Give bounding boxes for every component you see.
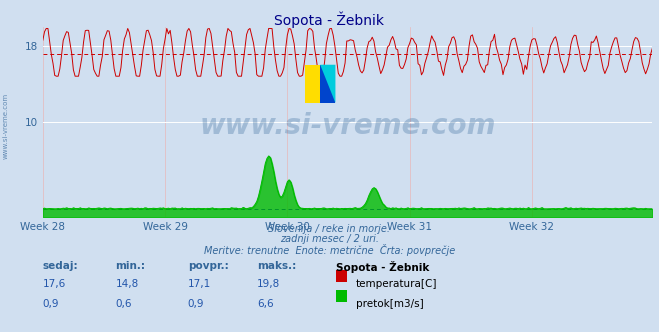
Text: zadnji mesec / 2 uri.: zadnji mesec / 2 uri. <box>280 234 379 244</box>
Text: maks.:: maks.: <box>257 261 297 271</box>
Text: 0,9: 0,9 <box>43 299 59 309</box>
Text: temperatura[C]: temperatura[C] <box>356 279 438 289</box>
Text: Sopota - Žebnik: Sopota - Žebnik <box>275 12 384 28</box>
Polygon shape <box>320 65 335 103</box>
Text: 0,9: 0,9 <box>188 299 204 309</box>
Text: 17,1: 17,1 <box>188 279 211 289</box>
Text: min.:: min.: <box>115 261 146 271</box>
Text: sedaj:: sedaj: <box>43 261 78 271</box>
Polygon shape <box>320 65 335 103</box>
Text: www.si-vreme.com: www.si-vreme.com <box>200 112 496 140</box>
Text: 6,6: 6,6 <box>257 299 273 309</box>
Text: Sopota - Žebnik: Sopota - Žebnik <box>336 261 430 273</box>
Text: Slovenija / reke in morje.: Slovenija / reke in morje. <box>268 224 391 234</box>
Text: www.si-vreme.com: www.si-vreme.com <box>2 93 9 159</box>
Text: 17,6: 17,6 <box>43 279 66 289</box>
Text: povpr.:: povpr.: <box>188 261 229 271</box>
Text: pretok[m3/s]: pretok[m3/s] <box>356 299 424 309</box>
Text: Meritve: trenutne  Enote: metrične  Črta: povprečje: Meritve: trenutne Enote: metrične Črta: … <box>204 244 455 256</box>
Text: 19,8: 19,8 <box>257 279 280 289</box>
Text: 0,6: 0,6 <box>115 299 132 309</box>
Polygon shape <box>305 65 320 103</box>
Text: 14,8: 14,8 <box>115 279 138 289</box>
